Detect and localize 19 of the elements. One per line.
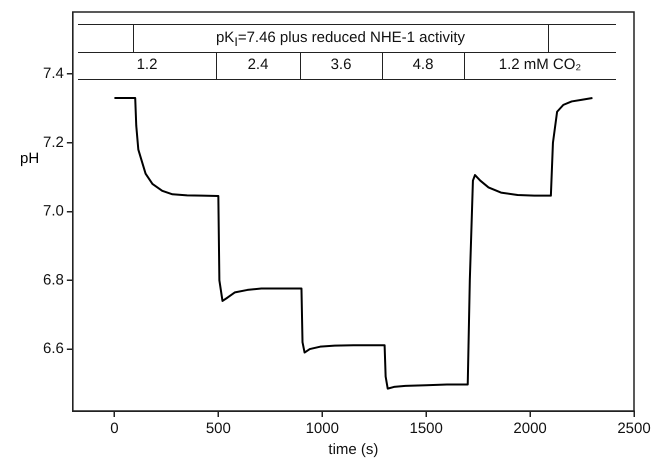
y-tick-label: 6.6 — [42, 340, 64, 358]
annotation: 3.6 — [330, 55, 352, 75]
annotation: 4.8 — [412, 55, 434, 75]
annotation: 1.2 mM CO₂ — [498, 55, 582, 75]
y-tick-label: 7.4 — [42, 65, 64, 82]
y-axis-title: pH — [20, 150, 40, 167]
x-tick-label: 2000 — [513, 420, 547, 438]
y-tick-label: 7.0 — [42, 202, 64, 220]
x-tick-label: 1500 — [409, 420, 443, 438]
x-tick-label: 500 — [206, 420, 231, 438]
x-tick-label: 0 — [110, 420, 119, 438]
annotation: pK$_{I}$=7.46 plus reduced NHE-1 activity — [214, 28, 466, 51]
x-tick-label: 1000 — [306, 420, 339, 438]
annotation: 2.4 — [246, 55, 270, 75]
y-tick-label: 6.8 — [42, 271, 64, 288]
x-axis-title: time (s) — [328, 441, 378, 458]
x-tick-label: 2500 — [617, 420, 651, 438]
y-tick-label: 7.2 — [42, 134, 64, 151]
annotation: 1.2 — [136, 55, 158, 75]
